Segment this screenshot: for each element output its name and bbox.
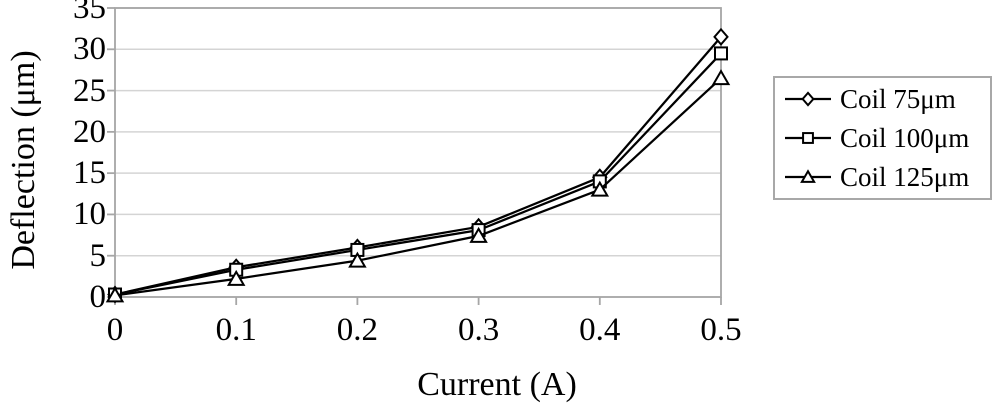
legend-item-coil-75: Coil 75μm	[785, 81, 990, 117]
square-marker-icon	[785, 129, 831, 147]
y-tick-label: 10	[73, 196, 106, 233]
y-tick-label: 15	[73, 155, 106, 192]
x-axis-title: Current (A)	[417, 366, 577, 403]
legend-label-coil-125: Coil 125μm	[840, 162, 970, 192]
x-tick-label: 0.4	[579, 312, 621, 348]
x-tick-label: 0.2	[336, 312, 379, 348]
y-tick-label: 35	[73, 0, 106, 26]
triangle-marker-icon	[785, 168, 831, 186]
legend-item-coil-100: Coil 100μm	[785, 120, 990, 156]
x-tick-label: 0	[106, 312, 124, 348]
diamond-marker-icon	[785, 90, 831, 108]
legend-label-coil-75: Coil 75μm	[840, 84, 956, 114]
y-tick-label: 25	[73, 72, 106, 109]
legend: Coil 75μm Coil 100μm Coil 125μm	[773, 76, 992, 200]
x-tick-label: 0.3	[457, 312, 500, 348]
x-tick-label: 0.5	[700, 312, 742, 348]
x-tick-label: 0.1	[215, 312, 257, 348]
y-tick-label: 0	[89, 279, 107, 315]
y-tick-label: 20	[73, 113, 106, 150]
legend-label-coil-100: Coil 100μm	[840, 123, 970, 153]
y-tick-label: 5	[89, 237, 107, 274]
legend-item-coil-125: Coil 125μm	[785, 159, 990, 195]
y-tick-label: 30	[73, 31, 106, 68]
